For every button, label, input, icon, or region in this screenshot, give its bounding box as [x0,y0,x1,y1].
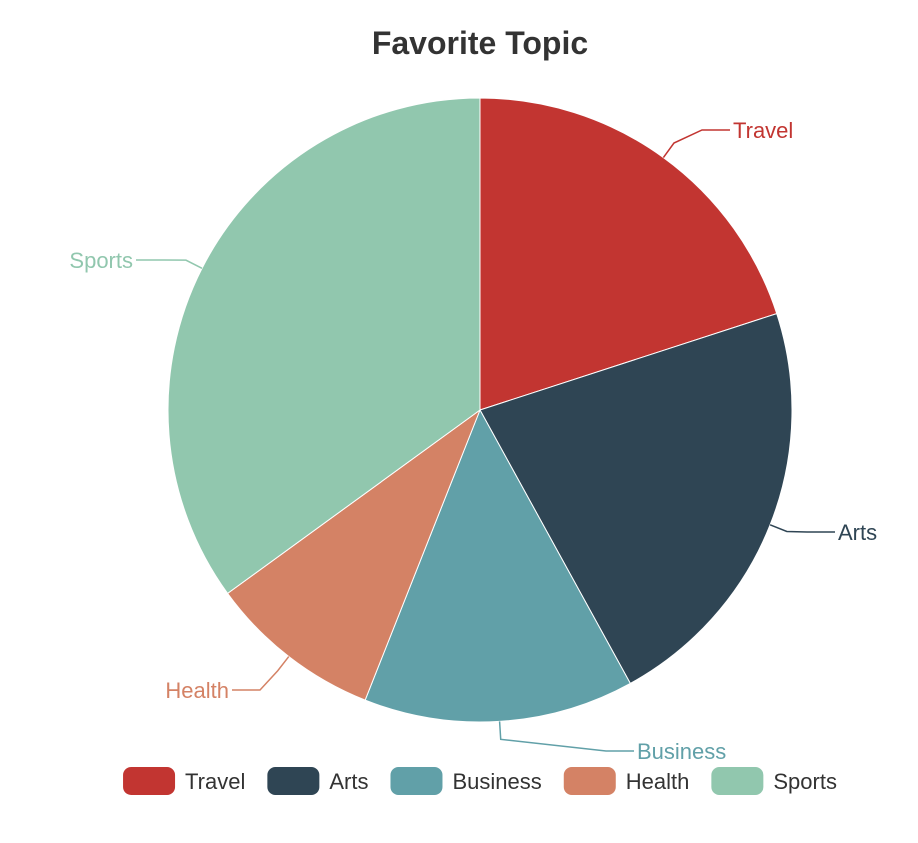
legend-item-arts[interactable]: Arts [267,767,368,795]
legend-label-health: Health [626,769,690,794]
legend-swatch-arts [267,767,320,795]
pie-slice-business[interactable] [364,408,631,723]
legend-item-travel[interactable]: Travel [123,767,245,795]
legend-swatch-sports [711,767,764,795]
pie-slice-sports[interactable] [167,97,481,595]
leader-line-business [498,721,634,752]
slice-leader-lines [136,129,835,752]
legend-item-health[interactable]: Health [563,767,690,795]
chart-title: Favorite Topic [372,25,588,61]
pie-slice-health[interactable] [226,408,482,701]
slice-label-travel: Travel [733,118,793,143]
slice-label-business: Business [637,739,726,764]
slice-label-health: Health [165,678,229,703]
legend: Travel Arts Business Health Sports [123,767,837,795]
legend-swatch-health [563,767,616,795]
leader-line-sports [136,259,203,270]
legend-item-business[interactable]: Business [390,767,542,795]
slice-label-arts: Arts [838,520,877,545]
legend-swatch-business [390,767,443,795]
leader-line-health [232,656,290,691]
pie-slice-travel[interactable] [479,97,778,411]
legend-swatch-travel [123,767,176,795]
pie-slices [167,97,793,723]
leader-line-travel [662,129,730,159]
leader-line-arts [769,524,835,533]
legend-label-travel: Travel [185,769,245,794]
legend-label-arts: Arts [329,769,368,794]
legend-label-business: Business [452,769,541,794]
legend-item-sports[interactable]: Sports [711,767,837,795]
slice-label-sports: Sports [69,248,133,273]
legend-label-sports: Sports [773,769,837,794]
slice-labels: Travel Arts Business Health Sports [69,118,877,764]
